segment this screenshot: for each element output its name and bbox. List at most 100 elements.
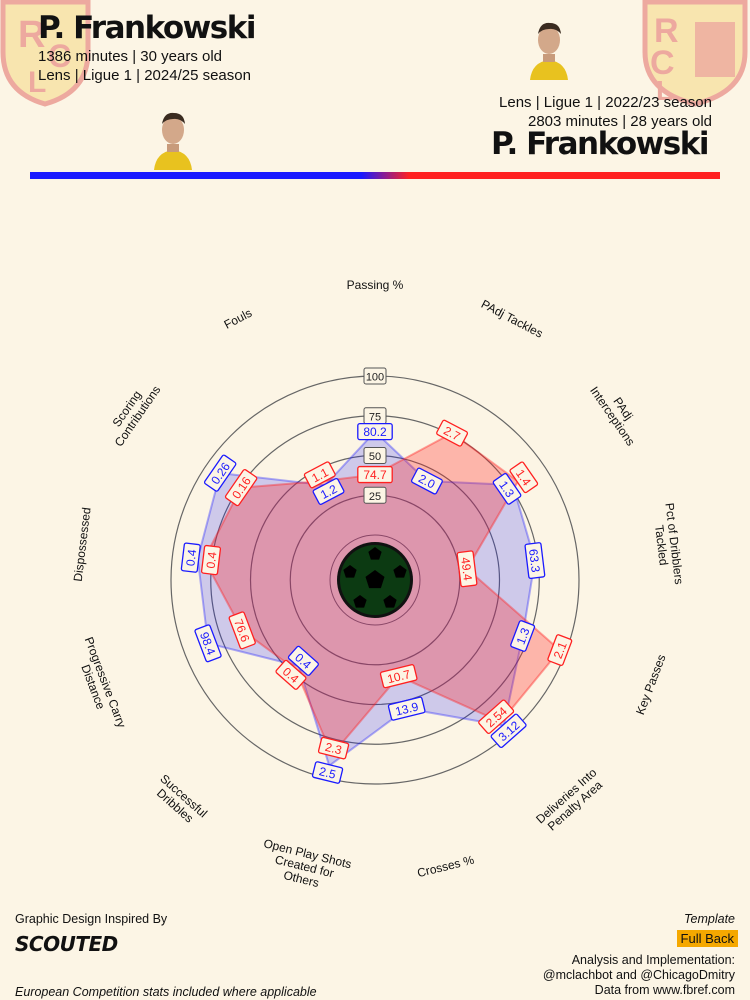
radar-chart: 25 50 75 100 Passing % PAdj Tackles PAdjInter…	[71, 278, 686, 890]
metric-label: Key Passes	[633, 652, 669, 716]
club-crest-left: R C L	[0, 0, 93, 107]
value-label: 76.6	[228, 611, 256, 650]
data-source-text: Data from www.fbref.com	[594, 983, 735, 997]
inspired-by-text: Graphic Design Inspired By	[15, 912, 168, 926]
authors-text: @mclachbot and @ChicagoDmitry	[542, 968, 735, 982]
metric-label: PAdj Tackles	[479, 297, 545, 341]
football-icon	[337, 542, 413, 618]
scale-label-100: 100	[363, 367, 387, 385]
metric-label: Passing %	[347, 278, 404, 292]
value-label-text: 63.3	[526, 548, 543, 573]
radar-ring-0	[329, 534, 421, 626]
player-a-minutes-age: 1386 minutes | 30 years old	[38, 48, 223, 65]
svg-text:C: C	[48, 38, 71, 74]
svg-text:R: R	[654, 12, 679, 50]
value-label-text: 13.9	[394, 699, 420, 718]
value-label: 63.3	[524, 542, 546, 580]
svg-text:C: C	[650, 44, 675, 82]
player-b-photo	[526, 14, 572, 80]
template-label: Template	[684, 912, 735, 926]
value-label: 0.4	[287, 645, 319, 676]
value-label: 98.4	[194, 624, 222, 663]
value-label: 1.3	[492, 473, 522, 505]
value-label: 0.4	[200, 544, 222, 576]
player-a-photo	[150, 104, 196, 170]
scouted-logo: SCOUTED	[15, 932, 118, 956]
value-label-text: 2.7	[441, 424, 463, 444]
football-patch	[353, 595, 367, 608]
metric-label: Fouls	[222, 306, 254, 332]
analysis-label: Analysis and Implementation:	[571, 953, 735, 967]
football-patch	[393, 565, 407, 578]
value-label-text: 0.4	[204, 551, 220, 570]
metric-label-line: Crosses %	[416, 853, 476, 881]
value-label: 13.9	[387, 696, 426, 721]
metric-label-line: Tackled	[652, 524, 671, 566]
svg-text:R: R	[18, 14, 45, 56]
club-crest-right: R C L	[640, 0, 748, 107]
value-label: 2.3	[317, 736, 350, 760]
value-label: 74.7	[357, 465, 393, 484]
value-label: 10.7	[379, 664, 418, 689]
template-badge: Full Back	[676, 930, 738, 947]
scale-label-text: 50	[369, 451, 381, 463]
player-a-club-season: Lens | Ligue 1 | 2024/25 season	[38, 67, 251, 84]
scale-label-25: 25	[363, 486, 387, 504]
scale-label-text: 100	[366, 372, 384, 384]
value-label-text: 2.5	[318, 764, 338, 782]
value-label-text: 1.1	[309, 465, 331, 485]
value-label-text: 2.0	[416, 471, 438, 491]
scale-label-text: 25	[369, 491, 381, 503]
metric-label: Dispossessed	[71, 507, 94, 583]
value-label: 49.4	[456, 550, 478, 588]
football-patch	[383, 595, 397, 608]
football-patch	[365, 570, 385, 589]
player-b-club-season: Lens | Ligue 1 | 2022/23 season	[499, 94, 712, 111]
value-label-text: 1.2	[318, 482, 340, 502]
football-patch	[343, 565, 357, 578]
value-label-text: 1.3	[514, 626, 533, 647]
player-b-name: P. Frankowski	[491, 126, 709, 162]
value-label-text: 80.2	[363, 425, 387, 439]
scale-label-50: 50	[363, 447, 387, 464]
value-label-text: 74.7	[363, 468, 387, 482]
svg-text:L: L	[28, 66, 46, 99]
scale-label-75: 75	[363, 407, 387, 425]
value-label-text: 49.4	[458, 556, 475, 581]
metric-label-line: Key Passes	[633, 652, 669, 716]
metric-label: Crosses %	[416, 853, 476, 881]
value-label: 80.2	[357, 422, 393, 441]
value-label: 0.4	[180, 542, 201, 573]
value-label-text: 2.1	[551, 640, 570, 661]
value-label: 2.5	[311, 761, 344, 784]
metric-label-line: PAdj Tackles	[479, 297, 545, 341]
scale-label-text: 75	[369, 411, 381, 423]
value-label-text: 10.7	[386, 667, 412, 686]
svg-text:L: L	[656, 75, 673, 106]
football-patch	[368, 547, 382, 560]
metric-label-line: Dispossessed	[71, 507, 94, 583]
player-a-name: P. Frankowski	[38, 10, 256, 46]
value-label-text: 2.3	[324, 740, 344, 758]
value-label: 2.7	[436, 419, 469, 447]
player-b-minutes-age: 2803 minutes | 28 years old	[527, 113, 712, 130]
value-label: 0.4	[275, 659, 307, 690]
value-label-text: 0.4	[183, 548, 199, 567]
value-label: 1.2	[312, 477, 345, 505]
competition-note: European Competition stats included wher…	[15, 985, 317, 999]
value-label: 1.3	[510, 620, 536, 652]
value-label: 2.1	[547, 634, 573, 666]
header-divider-bar	[30, 172, 720, 179]
metric-label-line: Passing %	[347, 278, 404, 292]
value-label: 1.4	[509, 461, 539, 494]
value-label: 0.26	[203, 454, 237, 492]
metric-label-line: Fouls	[222, 306, 254, 332]
value-label: 1.1	[303, 461, 336, 489]
